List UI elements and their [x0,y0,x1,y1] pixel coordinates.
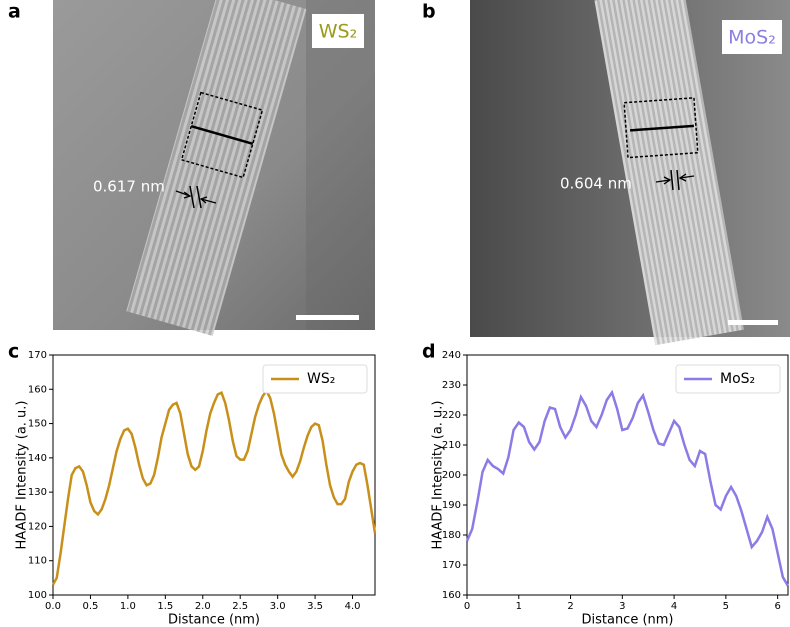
x-tick-label: 3.5 [307,601,323,612]
panel-label: d [422,341,436,363]
legend-frame [262,364,368,394]
x-tick-label: 3.0 [270,601,286,612]
y-tick-label: 100 [28,590,47,601]
panel-label: b [422,1,436,23]
y-tick-label: 240 [442,350,461,361]
x-tick-label: 1 [516,601,522,612]
x-tick-label: 0.0 [45,601,61,612]
legend-label: MoS₂ [720,371,755,387]
image-b: 0.604 nm MoS₂ [470,0,790,346]
y-tick-label: 160 [28,384,47,395]
x-tick-label: 3 [619,601,625,612]
x-tick-label: 4.0 [345,601,361,612]
x-axis-label: Distance (nm) [581,613,673,627]
image-a: 0.617 nm WS₂ [53,0,375,337]
y-tick-label: 210 [442,440,461,451]
x-tick-label: 2.0 [195,601,211,612]
x-axis-label: Distance (nm) [168,613,260,627]
y-tick-label: 130 [28,487,47,498]
legend-label: WS₂ [307,371,335,387]
x-tick-label: 5 [723,601,729,612]
y-tick-label: 170 [442,560,461,571]
y-tick-label: 200 [442,470,461,481]
y-tick-label: 170 [28,350,47,361]
x-tick-label: 0.5 [82,601,98,612]
x-tick-label: 4 [671,601,677,612]
x-tick-label: 6 [774,601,780,612]
y-tick-label: 110 [28,556,47,567]
panel-label: c [8,341,19,363]
y-tick-label: 160 [442,590,461,601]
x-tick-label: 2 [567,601,573,612]
y-axis-label: HAADF Intensity (a. u.) [15,400,30,549]
y-tick-label: 220 [442,410,461,421]
legend-frame [675,364,781,394]
panel-label: a [8,1,21,23]
x-tick-label: 1.0 [120,601,136,612]
data-line [465,389,790,587]
spacing-label: 0.617 nm [93,178,165,196]
x-tick-label: 0 [464,601,470,612]
y-tick-label: 190 [442,500,461,511]
y-tick-label: 180 [442,530,461,541]
y-tick-label: 150 [28,419,47,430]
y-axis-label: HAADF Intensity (a. u.) [431,400,446,549]
y-tick-label: 230 [442,380,461,391]
y-tick-label: 120 [28,521,47,532]
plot-frame [52,354,376,596]
y-tick-label: 140 [28,453,47,464]
x-tick-label: 1.5 [157,601,173,612]
spacing-label: 0.604 nm [560,175,632,193]
data-line [51,388,377,586]
image-label: MoS₂ [728,27,776,49]
image-label: WS₂ [319,21,357,43]
x-tick-label: 2.5 [232,601,248,612]
